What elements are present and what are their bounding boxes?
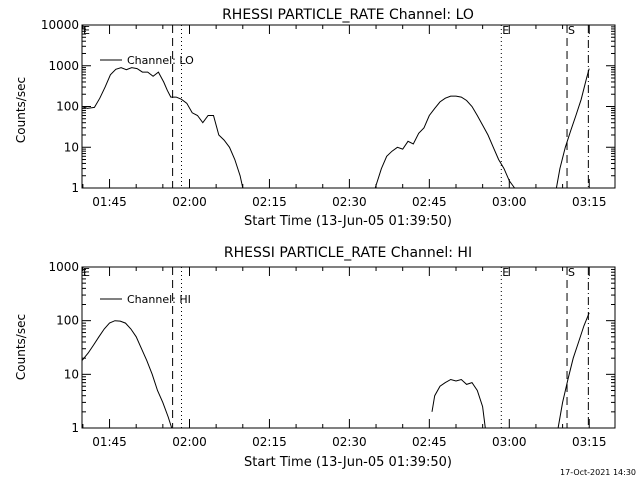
chart-title: RHESSI PARTICLE_RATE Channel: LO [222, 7, 474, 23]
y-axis-label: Counts/sec [14, 314, 28, 380]
x-tick-label: 02:15 [252, 435, 287, 449]
x-tick-label: 03:15 [572, 435, 607, 449]
series-line-segment [81, 67, 244, 189]
event-marker-label: E [502, 24, 509, 37]
x-tick-label: 02:30 [332, 435, 367, 449]
y-tick-label: 10 [64, 367, 79, 381]
chart-panel-lo: RHESSI PARTICLE_RATE Channel: LO Counts/… [14, 7, 616, 229]
x-axis-label: Start Time (13-Jun-05 01:39:50) [244, 455, 452, 470]
x-tick-label: 02:45 [412, 435, 447, 449]
x-tick-label: 02:00 [172, 435, 207, 449]
y-tick-label: 1 [71, 421, 79, 435]
x-tick-label: 02:00 [172, 195, 207, 209]
x-tick-label: 03:00 [492, 195, 527, 209]
y-axis-label: Counts/sec [14, 77, 28, 143]
x-tick-label: 03:15 [572, 195, 607, 209]
event-marker-label: S [568, 24, 575, 37]
footer-date: 17-Oct-2021 14:30 [560, 468, 636, 477]
y-tick-label: 1000 [48, 260, 79, 274]
y-tick-label: 100 [56, 100, 79, 114]
y-tick-label: 1000 [48, 59, 79, 73]
event-marker-label: E [502, 266, 509, 279]
x-tick-label: 03:00 [492, 435, 527, 449]
legend-label: Channel: HI [127, 293, 191, 306]
series-line-segment [431, 378, 486, 429]
y-tick-label: 1 [71, 181, 79, 195]
x-tick-label: 01:45 [92, 195, 127, 209]
x-tick-label: 02:15 [252, 195, 287, 209]
x-axis-label: Start Time (13-Jun-05 01:39:50) [244, 214, 452, 229]
y-tick-label: 100 [56, 314, 79, 328]
series-line-segment [555, 68, 590, 189]
event-marker-label: E [83, 24, 90, 37]
y-tick-label: 10000 [41, 18, 79, 32]
series-line-segment [374, 95, 516, 189]
x-tick-label: 01:45 [92, 435, 127, 449]
series-line-segment [557, 312, 590, 429]
x-tick-label: 02:30 [332, 195, 367, 209]
event-marker-label: S [568, 266, 575, 279]
chart-panel-hi: RHESSI PARTICLE_RATE Channel: HI Counts/… [14, 245, 616, 470]
event-marker-label: E [83, 266, 90, 279]
chart-title: RHESSI PARTICLE_RATE Channel: HI [224, 245, 472, 261]
legend-label: Channel: LO [127, 54, 194, 67]
y-tick-label: 10 [64, 140, 79, 154]
series-line-segment [81, 320, 173, 429]
x-tick-label: 02:45 [412, 195, 447, 209]
